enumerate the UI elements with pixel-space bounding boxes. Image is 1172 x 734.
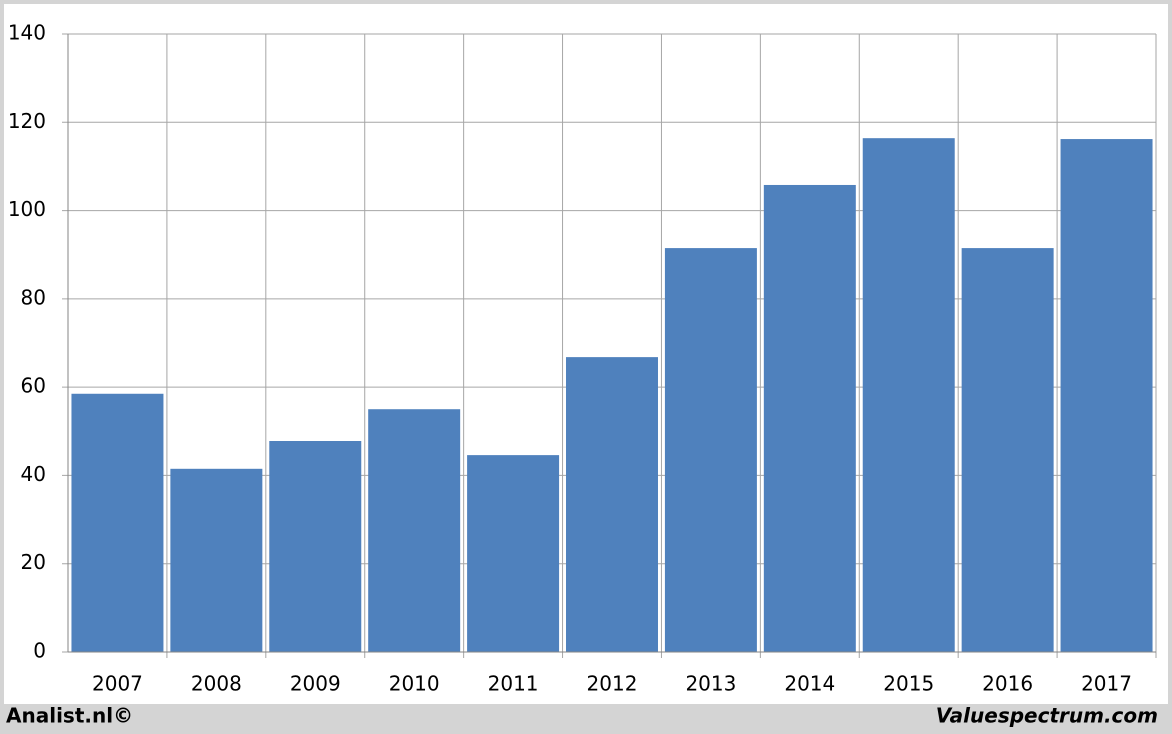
bar	[71, 393, 164, 652]
x-tick-label: 2017	[1081, 672, 1132, 696]
bar	[961, 248, 1054, 653]
y-tick-label: 140	[8, 21, 46, 45]
bar	[664, 248, 757, 653]
y-tick-label: 120	[8, 109, 46, 133]
x-tick-label: 2016	[982, 672, 1033, 696]
bar	[862, 138, 955, 653]
x-tick-label: 2014	[784, 672, 835, 696]
x-tick-label: 2007	[92, 672, 143, 696]
x-tick-label: 2012	[587, 672, 638, 696]
bar	[763, 184, 856, 652]
x-tick-label: 2015	[883, 672, 934, 696]
x-tick-label: 2008	[191, 672, 242, 696]
x-tick-label: 2010	[389, 672, 440, 696]
y-tick-label: 60	[21, 374, 46, 398]
y-tick-label: 100	[8, 197, 46, 221]
bar	[1060, 139, 1153, 652]
x-tick-label: 2013	[685, 672, 736, 696]
footer-left: Analist.nl©	[6, 704, 133, 728]
bar	[269, 440, 362, 652]
y-tick-label: 0	[33, 639, 46, 663]
y-tick-label: 80	[21, 285, 46, 309]
bar	[368, 409, 461, 652]
x-tick-label: 2009	[290, 672, 341, 696]
bar	[566, 357, 658, 652]
y-tick-label: 40	[21, 462, 46, 486]
bar	[170, 468, 263, 652]
bar	[467, 455, 560, 652]
footer-right: Valuespectrum.com	[936, 704, 1158, 728]
x-tick-label: 2011	[488, 672, 539, 696]
y-tick-label: 20	[21, 550, 46, 574]
